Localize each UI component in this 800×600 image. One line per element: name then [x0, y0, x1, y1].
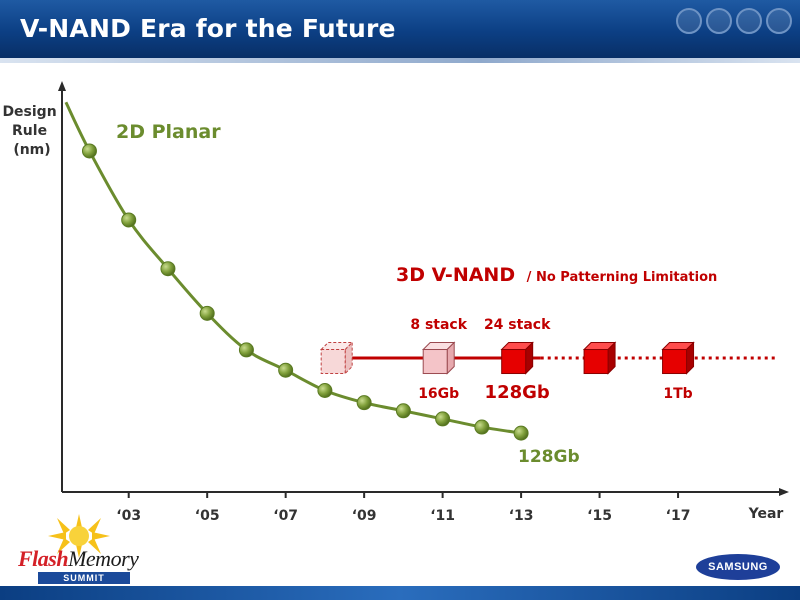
page-title: V-NAND Era for the Future [20, 14, 396, 43]
y-axis-label: Design Rule (nm) [2, 104, 61, 158]
planar-point [435, 411, 451, 427]
planar-end-label: 128Gb [518, 447, 580, 467]
header-decor-icon [676, 8, 702, 34]
vnand-cubes: 8 stack 16Gb 24 stack 128Gb 1Tb [319, 317, 695, 403]
header-decor-icon [736, 8, 762, 34]
x-tick-label: ‘09 [352, 508, 377, 524]
vnand-capacity-label: 128Gb [485, 382, 550, 403]
fms-wordmark: FlashMemory [18, 546, 139, 572]
x-tick-label: ‘03 [116, 508, 141, 524]
x-tick-label: ‘07 [273, 508, 298, 524]
planar-point [356, 395, 372, 411]
x-tick-label: ‘15 [587, 508, 612, 524]
flash-memory-summit-logo: FlashMemory SUMMIT [14, 512, 144, 586]
vnand-title-main: 3D V-NAND [396, 264, 515, 286]
planar-point [317, 383, 333, 398]
planar-point [81, 143, 97, 159]
x-axis-label: Year [748, 506, 784, 522]
sun-burst-icon [48, 514, 110, 558]
title-bar: V-NAND Era for the Future [0, 0, 800, 58]
planar-point [199, 305, 215, 321]
header-decor-icon [766, 8, 792, 34]
vnand-cube [421, 341, 456, 375]
vnand-subtitle: / No Patterning Limitation [527, 270, 718, 285]
x-tick-label: ‘13 [509, 508, 534, 524]
vnand-cube [500, 341, 534, 375]
planar-point [513, 425, 529, 441]
fms-flash-text: Flash [18, 546, 69, 571]
header-decor-icon [706, 8, 732, 34]
fms-summit-text: SUMMIT [38, 572, 130, 584]
planar-points [81, 143, 529, 441]
planar-point [278, 362, 294, 378]
planar-point [238, 342, 254, 358]
x-tick-label: ‘17 [666, 508, 691, 524]
vnand-capacity-label: 1Tb [663, 386, 692, 402]
footer-bar [0, 586, 800, 600]
x-tick-label: ‘05 [195, 508, 220, 524]
vnand-stack-label: 24 stack [484, 317, 551, 333]
header-underline [0, 58, 800, 63]
vnand-capacity-label: 16Gb [418, 386, 459, 402]
x-tick-labels: ‘03 ‘05 ‘07 ‘09 ‘11 ‘13 ‘15 ‘17 [116, 492, 690, 524]
planar-series-label: 2D Planar [116, 121, 221, 143]
planar-point [474, 419, 490, 435]
planar-point [121, 212, 137, 228]
planar-point [395, 403, 411, 419]
vnand-title: 3D V-NAND / No Patterning Limitation [396, 264, 717, 286]
vnand-cube [582, 341, 617, 375]
x-tick-label: ‘11 [430, 508, 455, 524]
planar-point [160, 261, 176, 277]
vnand-stack-label: 8 stack [410, 317, 467, 333]
fms-memory-text: Memory [68, 546, 139, 571]
vnand-cube [319, 341, 354, 375]
vnand-cube [661, 341, 695, 375]
samsung-logo: SAMSUNG [696, 554, 780, 580]
